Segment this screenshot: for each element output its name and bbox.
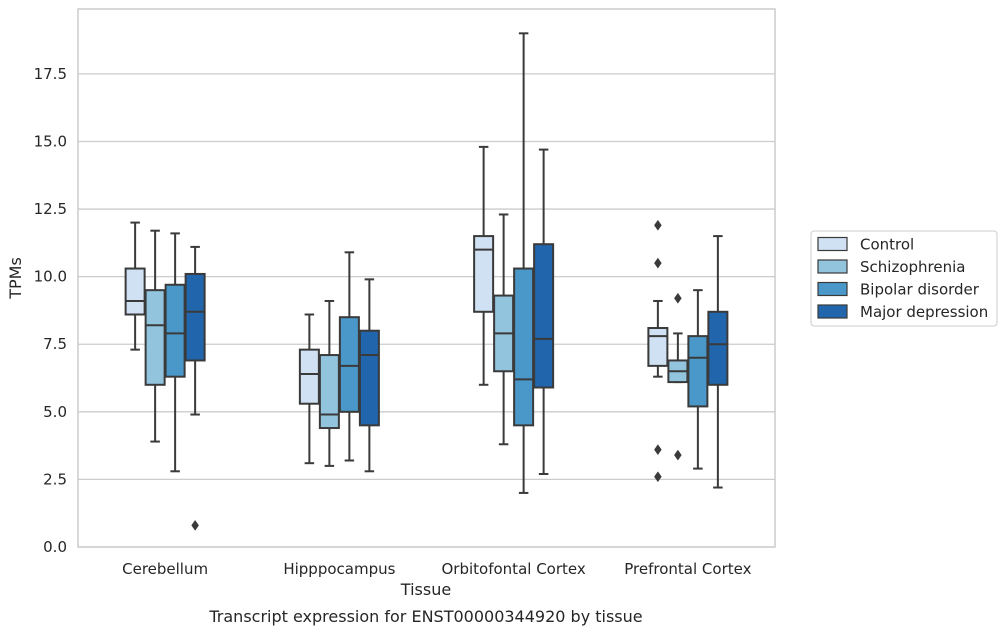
outlier-0 [674, 292, 682, 304]
legend-swatch [817, 304, 848, 319]
legend-label: Bipolar disorder [860, 281, 980, 299]
legend-label: Schizophrenia [860, 258, 965, 276]
box-body [513, 267, 535, 427]
legend-item-0: Control [817, 236, 914, 254]
box-2-2 [513, 32, 535, 494]
legend-swatch [817, 259, 848, 274]
box-body [647, 327, 669, 367]
outlier-0 [654, 219, 662, 231]
boxes [124, 32, 729, 531]
box-0-2 [473, 145, 495, 386]
box-body [707, 310, 729, 386]
box-3-1 [358, 278, 380, 473]
legend-label: Major depression [860, 303, 988, 321]
box-2-3 [687, 289, 709, 470]
box-1-2 [493, 213, 515, 446]
x-tick-label-2: Orbitofontal Cortex [442, 560, 586, 578]
y-axis-label: TPMs [6, 257, 25, 300]
x-tick-label-0: Cerebellum [122, 560, 208, 578]
box-1-1 [318, 299, 340, 467]
plot-frame [77, 8, 776, 548]
x-axis-label: Tissue [400, 580, 451, 599]
outlier-2 [654, 444, 662, 456]
box-2-0 [164, 232, 186, 473]
outlier-1 [674, 449, 682, 461]
box-body [473, 235, 495, 313]
y-tick-label-5: 12.5 [34, 200, 67, 218]
box-body [358, 329, 380, 427]
box-0-0 [124, 221, 146, 351]
y-tick-label-1: 2.5 [43, 470, 67, 488]
legend-item-2: Bipolar disorder [817, 281, 980, 299]
legend-item-3: Major depression [817, 303, 988, 321]
box-body [338, 316, 360, 413]
legend-swatch [817, 281, 848, 297]
y-tick-label-7: 17.5 [34, 65, 67, 83]
y-tick-label-0: 0.0 [43, 538, 67, 556]
box-body [687, 335, 709, 408]
y-tick-label-2: 5.0 [43, 403, 67, 421]
x-tick-label-1: Hipppocampus [283, 560, 395, 578]
outlier-3 [654, 471, 662, 483]
box-body [533, 243, 555, 389]
box-body [298, 348, 320, 405]
box-body [124, 267, 146, 316]
box-body [184, 272, 206, 362]
chart-caption: Transcript expression for ENST0000034492… [208, 607, 642, 626]
box-0-3 [647, 219, 669, 483]
legend-label: Control [860, 236, 914, 254]
box-2-1 [338, 251, 360, 462]
y-tick-labels: 0.0 2.5 5.0 7.5 10.0 12.5 15.0 17.5 [34, 65, 67, 556]
box-3-3 [707, 235, 729, 489]
y-tick-label-4: 10.0 [34, 268, 67, 286]
y-tick-label-6: 15.0 [34, 132, 67, 150]
box-3-2 [533, 148, 555, 476]
box-1-0 [144, 229, 166, 443]
legend-items: Control Schizophrenia Bipolar disorder Majo… [817, 236, 988, 321]
outlier-1 [654, 257, 662, 269]
x-tick-labels: Cerebellum Hipppocampus Orbitofontal Corte… [122, 560, 751, 578]
legend-swatch [817, 236, 848, 252]
box-body [144, 289, 166, 386]
legend-item-1: Schizophrenia [817, 258, 965, 276]
x-tick-label-3: Prefrontal Cortex [624, 560, 751, 578]
outlier-0 [191, 519, 199, 531]
box-1-3 [667, 292, 689, 461]
y-tick-label-3: 7.5 [43, 335, 67, 353]
box-3-0 [184, 245, 206, 531]
legend-frame [810, 230, 998, 327]
legend: Control Schizophrenia Bipolar disorder Majo… [810, 230, 998, 327]
box-body [318, 354, 340, 430]
box-body [164, 283, 186, 378]
box-0-1 [298, 313, 320, 465]
